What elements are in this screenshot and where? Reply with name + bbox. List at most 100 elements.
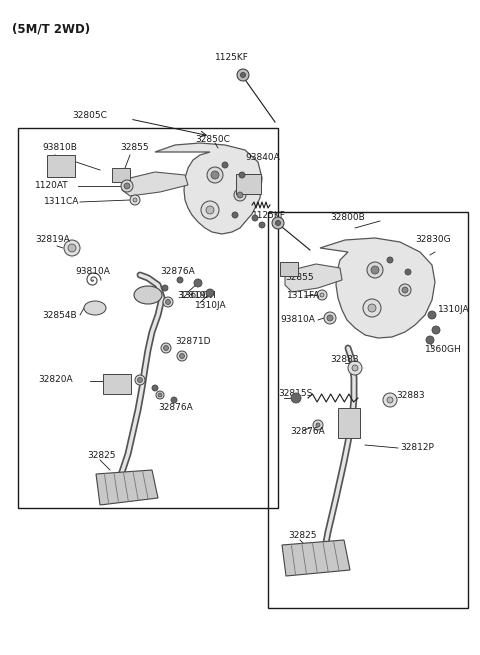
- Circle shape: [234, 189, 246, 201]
- Text: 1360GH: 1360GH: [425, 345, 462, 354]
- Circle shape: [156, 391, 164, 399]
- Circle shape: [232, 212, 238, 218]
- Text: 1120AT: 1120AT: [35, 181, 69, 191]
- Circle shape: [316, 423, 320, 427]
- Circle shape: [68, 244, 76, 252]
- Circle shape: [363, 299, 381, 317]
- Circle shape: [124, 183, 130, 189]
- Circle shape: [164, 345, 168, 350]
- Circle shape: [426, 336, 434, 344]
- Circle shape: [399, 284, 411, 296]
- Text: 1125KF: 1125KF: [252, 210, 286, 219]
- Circle shape: [211, 171, 219, 179]
- Circle shape: [432, 326, 440, 334]
- Text: 32820A: 32820A: [38, 375, 72, 384]
- Bar: [112, 168, 130, 182]
- Text: 32805C: 32805C: [72, 111, 107, 119]
- Circle shape: [327, 315, 333, 321]
- Circle shape: [252, 215, 258, 221]
- Text: 1310JA: 1310JA: [195, 301, 227, 310]
- Text: 32850C: 32850C: [195, 136, 230, 145]
- Circle shape: [207, 167, 223, 183]
- Polygon shape: [155, 143, 262, 234]
- Text: 32830G: 32830G: [415, 236, 451, 244]
- Bar: [268, 212, 468, 608]
- Circle shape: [428, 311, 436, 319]
- Circle shape: [177, 277, 183, 283]
- Text: 1311FA: 1311FA: [287, 291, 320, 301]
- Text: 93810A: 93810A: [75, 267, 110, 276]
- Circle shape: [317, 290, 327, 300]
- Text: 1125KF: 1125KF: [215, 52, 249, 62]
- Text: 32812P: 32812P: [400, 443, 434, 453]
- Circle shape: [194, 279, 202, 287]
- Circle shape: [383, 393, 397, 407]
- Circle shape: [137, 377, 143, 383]
- Text: 32876A: 32876A: [158, 403, 193, 413]
- Text: 32819A: 32819A: [177, 291, 212, 301]
- Text: 1311CA: 1311CA: [44, 198, 79, 206]
- Circle shape: [177, 351, 187, 361]
- Circle shape: [240, 73, 245, 77]
- Text: 32876A: 32876A: [290, 428, 325, 436]
- Polygon shape: [285, 264, 342, 292]
- Circle shape: [130, 195, 140, 205]
- Circle shape: [259, 222, 265, 228]
- Circle shape: [367, 262, 383, 278]
- Text: 1310JA: 1310JA: [438, 305, 469, 314]
- Circle shape: [163, 297, 173, 307]
- Text: 32871D: 32871D: [175, 337, 211, 346]
- Circle shape: [237, 192, 243, 198]
- Circle shape: [201, 201, 219, 219]
- Text: 93810A: 93810A: [280, 316, 315, 324]
- Text: (5M/T 2WD): (5M/T 2WD): [12, 22, 90, 35]
- Circle shape: [405, 269, 411, 275]
- Circle shape: [348, 361, 362, 375]
- Circle shape: [371, 266, 379, 274]
- Polygon shape: [122, 172, 188, 196]
- Circle shape: [158, 393, 162, 397]
- Text: 93810B: 93810B: [42, 143, 77, 151]
- Text: 32825: 32825: [288, 531, 316, 540]
- Text: 32815S: 32815S: [278, 388, 312, 398]
- Circle shape: [320, 293, 324, 297]
- Circle shape: [276, 221, 280, 225]
- Circle shape: [64, 240, 80, 256]
- Bar: [236, 174, 261, 194]
- Bar: [47, 155, 75, 177]
- Ellipse shape: [84, 301, 106, 315]
- Circle shape: [387, 257, 393, 263]
- Text: 32876A: 32876A: [160, 267, 195, 276]
- Text: 32855: 32855: [120, 143, 149, 153]
- Circle shape: [272, 217, 284, 229]
- Circle shape: [162, 285, 168, 291]
- Circle shape: [180, 354, 184, 358]
- Circle shape: [222, 162, 228, 168]
- Text: 32883: 32883: [330, 356, 359, 364]
- Circle shape: [135, 375, 145, 385]
- Circle shape: [239, 172, 245, 178]
- Circle shape: [171, 397, 177, 403]
- Polygon shape: [320, 238, 435, 338]
- Bar: [18, 128, 278, 508]
- Circle shape: [206, 206, 214, 214]
- Circle shape: [291, 393, 301, 403]
- Text: 32855: 32855: [285, 274, 313, 282]
- Text: 32825: 32825: [87, 451, 116, 460]
- Circle shape: [121, 180, 133, 192]
- Circle shape: [402, 287, 408, 293]
- Text: 32819A: 32819A: [35, 236, 70, 244]
- Text: 32854B: 32854B: [42, 310, 77, 320]
- Circle shape: [352, 365, 358, 371]
- Bar: [338, 408, 360, 438]
- Polygon shape: [282, 540, 350, 576]
- Circle shape: [133, 198, 137, 202]
- Text: 1360GH: 1360GH: [180, 291, 217, 299]
- Circle shape: [387, 397, 393, 403]
- Text: 32883: 32883: [396, 392, 425, 400]
- Polygon shape: [96, 470, 158, 505]
- Circle shape: [166, 299, 170, 305]
- Bar: [103, 374, 131, 394]
- Ellipse shape: [134, 286, 162, 304]
- Circle shape: [368, 304, 376, 312]
